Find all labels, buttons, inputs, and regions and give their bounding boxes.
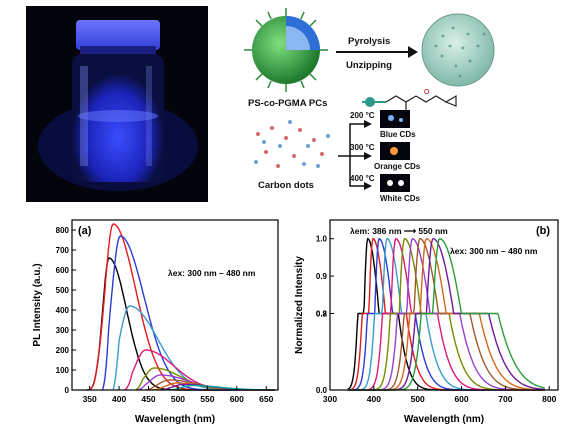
chart-b-normalized-intensity: (b) λem: 386 nm ⟶ 550 nm λex: 300 nm – 4… (294, 219, 559, 425)
step-pyrolysis-label: Pyrolysis (348, 36, 390, 47)
chart-a-ytick-label-7: 700 (56, 246, 70, 255)
chart-a-xlabel: Wavelength (nm) (135, 414, 215, 425)
chart-a-xtick-label-3: 500 (171, 394, 185, 404)
chart-b-ytick-label-4: 1.0 (316, 235, 328, 244)
chart-a-ylabel: PL Intensity (a.u.) (32, 263, 43, 346)
chart-b-ytick-label-0: 0.0 (316, 386, 328, 395)
carbon-dot-sphere-icon (421, 13, 495, 87)
branch-temp-300: 300 °C (350, 143, 375, 152)
chart-b-ytick-label-2: 0.8 (316, 310, 328, 319)
pc-sphere-icon (244, 8, 328, 92)
chart-a-panel-label: (a) (78, 225, 92, 237)
chart-b-xtick-label-4: 700 (498, 394, 512, 404)
chart-b-xtick-label-3: 600 (454, 394, 468, 404)
chart-a-ytick-label-5: 500 (56, 286, 70, 295)
chart-b-ytick-label-3: 0.9 (316, 272, 328, 281)
chart-a-xtick-label-4: 550 (200, 394, 214, 404)
monomer-bead-icon (362, 97, 386, 107)
chart-b-frame (329, 219, 559, 391)
synthesis-scheme: PS-co-PGMA PCs Pyrolysis Unzipping O (244, 8, 495, 202)
chart-b-xtick-label-0: 300 (323, 394, 337, 404)
chart-b-xlabel: Wavelength (nm) (404, 414, 484, 425)
chart-a-xtick-label-2: 450 (141, 394, 155, 404)
chart-b-xtick-label-5: 800 (542, 394, 556, 404)
chart-a-frame (71, 219, 279, 391)
chart-a-ytick-label-1: 100 (56, 366, 70, 375)
chart-a-xtick-label-5: 600 (230, 394, 244, 404)
branch-product-blue: Blue CDs (380, 130, 416, 139)
branch-product-white: White CDs (380, 194, 421, 202)
chart-b-panel-label: (b) (536, 225, 550, 237)
chart-b-xtick-label-1: 400 (367, 394, 381, 404)
vial-photo (26, 6, 208, 202)
carbon-dots-scatter-icon (254, 120, 330, 168)
chart-b-annotation-top: λem: 386 nm ⟶ 550 nm (350, 226, 448, 236)
chart-a-annotation: λex: 300 nm – 480 nm (168, 268, 256, 278)
step-unzipping-label: Unzipping (346, 60, 392, 71)
svg-text:O: O (424, 89, 430, 96)
chart-a-xtick-label-0: 350 (83, 394, 97, 404)
chart-a-xtick-label-6: 650 (259, 394, 273, 404)
chart-b-ylabel: Normalized Intensity (294, 256, 305, 354)
chart-a-ytick-label-4: 400 (56, 306, 70, 315)
chart-b-annotation-right: λex: 300 nm – 480 nm (450, 246, 538, 256)
chart-b-ytick-label-1: 0.2 (316, 310, 328, 319)
chart-a-series-3 (112, 305, 275, 391)
branch-product-orange: Orange CDs (374, 162, 421, 171)
chart-a-ytick-label-2: 200 (56, 346, 70, 355)
chart-a-ytick-label-0: 0 (65, 386, 70, 395)
chart-a-ytick-label-8: 800 (56, 226, 70, 235)
branch-temp-200: 200 °C (350, 111, 375, 120)
chart-a-ytick-label-3: 300 (56, 326, 70, 335)
branch-temp-400: 400 °C (350, 174, 375, 183)
chart-b-series-2 (347, 237, 545, 391)
arrow-right-icon (408, 46, 418, 58)
blue-cds-swatch (380, 110, 410, 128)
chart-a-pl-intensity: (a) λex: 300 nm – 480 nm Wavelength (nm)… (32, 219, 279, 425)
chart-a-ytick-label-6: 600 (56, 266, 70, 275)
pc-label: PS-co-PGMA PCs (248, 98, 327, 109)
white-cds-swatch (380, 174, 410, 192)
carbon-dots-label: Carbon dots (258, 180, 314, 191)
chart-a-xtick-label-1: 400 (112, 394, 126, 404)
pgma-molecule-icon: O (385, 89, 457, 110)
chart-b-xtick-label-2: 500 (411, 394, 425, 404)
